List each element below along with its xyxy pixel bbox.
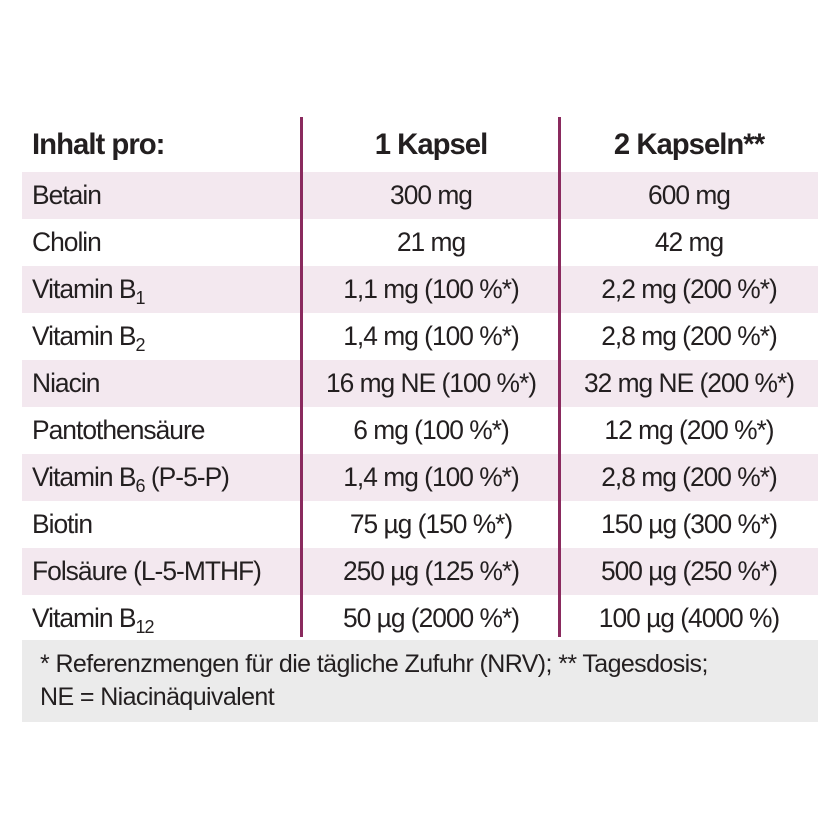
table-row: Betain 300 mg 600 mg [22, 172, 818, 219]
nutrient-name: Cholin [22, 227, 302, 258]
nutrient-label: Vitamin B [32, 462, 137, 492]
footnote: * Referenzmengen für die tägliche Zufuhr… [22, 640, 818, 722]
amount-two-capsules: 2,8 mg (200 %*) [601, 462, 777, 492]
amount-two-capsules: 2,2 mg (200 %*) [601, 274, 777, 304]
table-row: Vitamin B2 1,4 mg (100 %*) 2,8 mg (200 %*) [22, 313, 818, 360]
amount-one-capsule: 6 mg (100 %*) [353, 415, 509, 445]
nutrient-label: Pantothensäure [32, 415, 205, 445]
amount-one-capsule: 75 µg (150 %*) [349, 509, 513, 539]
table-row: Pantothensäure 6 mg (100 %*) 12 mg (200 %*… [22, 407, 818, 454]
nutrient-name: Vitamin B6 (P-5-P) [22, 462, 302, 496]
amount-one-capsule: 300 mg [390, 180, 473, 210]
header-two-capsules: 2 Kapseln** [613, 127, 765, 161]
nutrient-label: Vitamin B [32, 274, 137, 304]
nutrient-subscript: 1 [135, 288, 146, 308]
nutrient-name: Vitamin B12 [22, 603, 302, 637]
amount-two-capsules: 600 mg [648, 180, 731, 210]
nutrient-name: Vitamin B2 [22, 321, 302, 355]
nutrient-label: Vitamin B [32, 321, 137, 351]
amount-two-capsules: 42 mg [654, 227, 724, 257]
amount-two-capsules: 150 µg (300 %*) [600, 509, 778, 539]
table-row: Folsäure (L-5-MTHF) 250 µg (125 %*) 500 µg… [22, 548, 818, 595]
amount-one-capsule: 1,4 mg (100 %*) [343, 462, 519, 492]
nutrient-name: Pantothensäure [22, 415, 302, 446]
amount-one-capsule: 1,1 mg (100 %*) [343, 274, 519, 304]
amount-one-capsule: 50 µg (2000 %*) [342, 603, 520, 633]
nutrient-label: Cholin [32, 227, 102, 257]
column-divider [300, 117, 303, 637]
table-row: Vitamin B6 (P-5-P) 1,4 mg (100 %*) 2,8 mg … [22, 454, 818, 501]
amount-one-capsule: 21 mg [396, 227, 466, 257]
nutrient-subscript: 6 [135, 476, 146, 496]
nutrient-subscript: 2 [135, 335, 146, 355]
nutrient-name: Betain [22, 180, 302, 211]
table-row: Niacin 16 mg NE (100 %*) 32 mg NE (200 %*) [22, 360, 818, 407]
nutrient-name: Vitamin B1 [22, 274, 302, 308]
nutrient-name: Biotin [22, 509, 302, 540]
amount-two-capsules: 500 µg (250 %*) [600, 556, 778, 586]
footnote-line: NE = Niacinäquivalent [40, 683, 275, 711]
amount-one-capsule: 16 mg NE (100 %*) [325, 368, 537, 398]
amount-one-capsule: 250 µg (125 %*) [342, 556, 520, 586]
table-row: Biotin 75 µg (150 %*) 150 µg (300 %*) [22, 501, 818, 548]
table-row: Vitamin B12 50 µg (2000 %*) 100 µg (4000 %… [22, 595, 818, 642]
nutrient-label: Betain [32, 180, 102, 210]
amount-two-capsules: 12 mg (200 %*) [604, 415, 774, 445]
table-row: Cholin 21 mg 42 mg [22, 219, 818, 266]
nutrient-suffix: (P-5-P) [144, 462, 230, 492]
header-content-per: Inhalt pro: [32, 127, 165, 161]
header-one-capsule: 1 Kapsel [374, 127, 489, 161]
table-body: Betain 300 mg 600 mg Cholin 21 mg 42 mg Vitami… [22, 172, 818, 642]
amount-two-capsules: 32 mg NE (200 %*) [583, 368, 795, 398]
footnote-line: * Referenzmengen für die tägliche Zufuhr… [40, 650, 708, 678]
amount-two-capsules: 2,8 mg (200 %*) [601, 321, 777, 351]
table-row: Vitamin B1 1,1 mg (100 %*) 2,2 mg (200 %*) [22, 266, 818, 313]
nutrient-label: Folsäure (L-5-MTHF) [32, 556, 262, 586]
nutrient-label: Niacin [32, 368, 100, 398]
nutrition-table: Inhalt pro: 1 Kapsel 2 Kapseln** Betain 3… [22, 117, 818, 642]
column-divider [558, 117, 561, 637]
amount-one-capsule: 1,4 mg (100 %*) [343, 321, 519, 351]
nutrient-name: Niacin [22, 368, 302, 399]
nutrient-label: Vitamin B [32, 603, 137, 633]
amount-two-capsules: 100 µg (4000 %) [598, 603, 780, 633]
table-header-row: Inhalt pro: 1 Kapsel 2 Kapseln** [22, 117, 818, 172]
nutrient-name: Folsäure (L-5-MTHF) [22, 556, 302, 587]
nutrient-subscript: 12 [135, 617, 155, 637]
nutrient-label: Biotin [32, 509, 93, 539]
